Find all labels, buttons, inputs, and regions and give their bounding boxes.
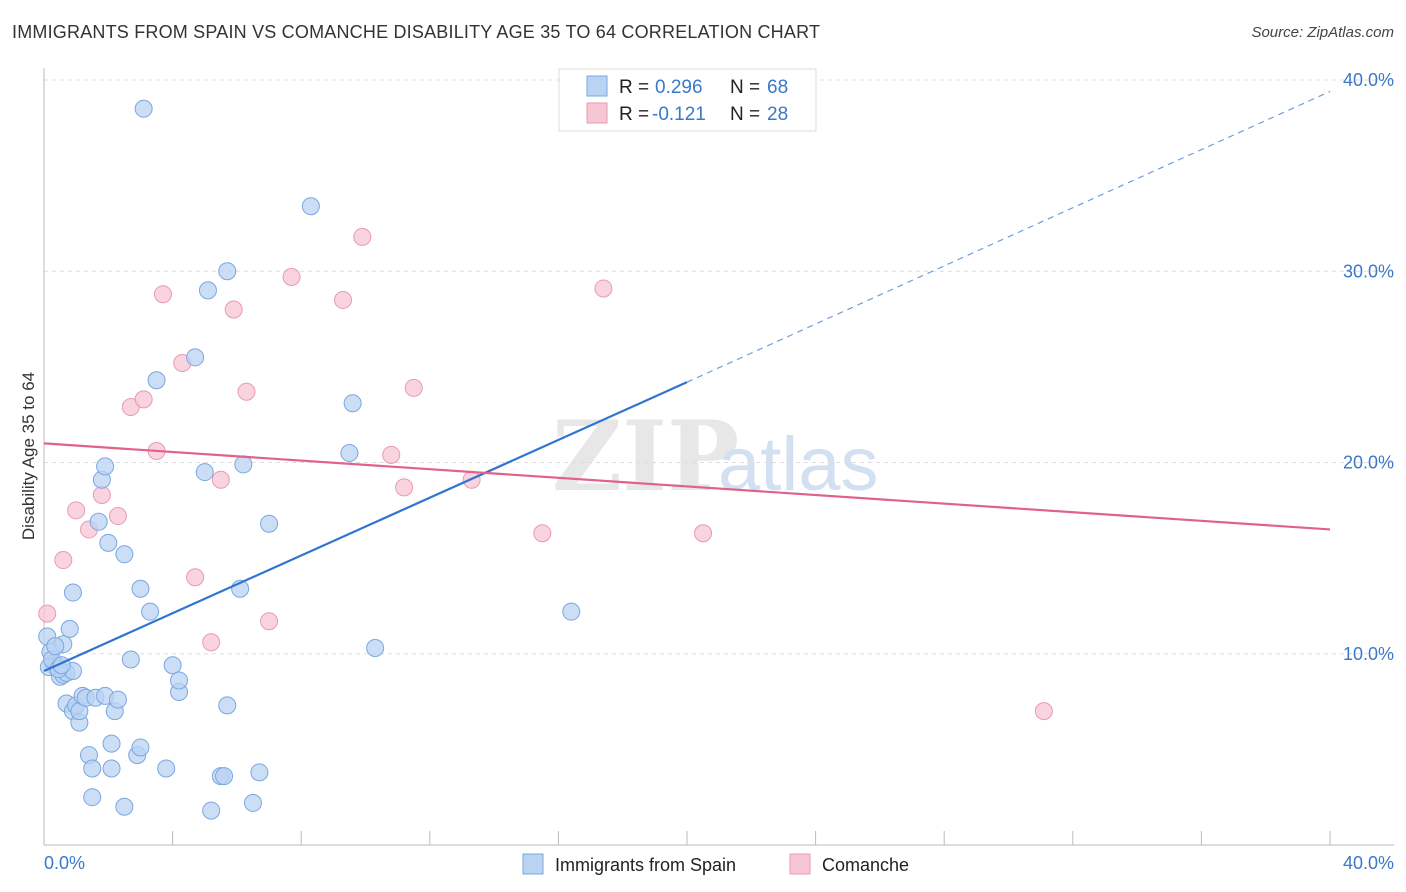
chart-title: IMMIGRANTS FROM SPAIN VS COMANCHE DISABI… xyxy=(12,22,821,42)
y-tick-label: 30.0% xyxy=(1343,261,1394,281)
legend-n-label-comanche: N = xyxy=(730,104,760,125)
spain-point xyxy=(340,443,359,462)
comanche-points xyxy=(38,227,1053,721)
spain-point xyxy=(202,801,221,820)
spain-points xyxy=(38,99,581,820)
spain-point xyxy=(102,734,121,753)
y-tick-labels: 10.0% 20.0% 30.0% 40.0% xyxy=(1343,70,1394,664)
comanche-point xyxy=(153,285,172,304)
comanche-point xyxy=(224,300,243,319)
comanche-point xyxy=(395,478,414,497)
watermark: ZIP atlas xyxy=(552,400,879,513)
spain-point xyxy=(96,457,115,476)
spain-point xyxy=(250,763,269,782)
spain-point xyxy=(99,533,118,552)
spain-point xyxy=(215,767,234,786)
comanche-point xyxy=(404,378,423,397)
spain-point xyxy=(260,514,279,533)
spain-point xyxy=(115,545,134,564)
legend-r-value-spain: 0.296 xyxy=(655,77,703,98)
legend-swatch-spain xyxy=(586,75,608,97)
comanche-point xyxy=(694,524,713,543)
spain-point xyxy=(141,602,160,621)
legend-r-label-comanche: R = xyxy=(619,104,649,125)
comanche-point xyxy=(186,568,205,587)
watermark-zip: ZIP xyxy=(552,400,739,513)
spain-point xyxy=(234,455,253,474)
y-tick-label: 20.0% xyxy=(1343,453,1394,473)
x-axis-ticks xyxy=(43,831,1331,845)
y-axis-label: Disability Age 35 to 64 xyxy=(19,372,38,540)
comanche-point xyxy=(260,612,279,631)
spain-point xyxy=(89,512,108,531)
spain-point xyxy=(343,394,362,413)
correlation-legend: R = 0.296 N = 68 R = -0.121 N = 28 xyxy=(558,68,817,132)
x-tick-label-min: 0.0% xyxy=(44,853,85,873)
spain-trend-line xyxy=(43,381,688,672)
spain-point xyxy=(243,793,262,812)
source-label: Source: ZipAtlas.com xyxy=(1251,24,1394,41)
comanche-point xyxy=(211,470,230,489)
comanche-point xyxy=(594,279,613,298)
bottom-legend-swatch-spain xyxy=(522,853,544,875)
trend-lines xyxy=(43,90,1331,672)
comanche-point xyxy=(333,290,352,309)
comanche-point xyxy=(67,501,86,520)
comanche-point xyxy=(533,524,552,543)
spain-point xyxy=(562,602,581,621)
comanche-point xyxy=(54,551,73,570)
bottom-legend-label-spain: Immigrants from Spain xyxy=(555,855,736,875)
x-tick-label-max: 40.0% xyxy=(1343,853,1394,873)
grid-lines xyxy=(44,79,1394,655)
spain-point xyxy=(63,583,82,602)
spain-point xyxy=(301,197,320,216)
spain-point xyxy=(366,639,385,658)
comanche-point xyxy=(202,633,221,652)
spain-point xyxy=(60,619,79,638)
spain-point xyxy=(83,788,102,807)
spain-point xyxy=(198,281,217,300)
comanche-point xyxy=(134,390,153,409)
comanche-point xyxy=(282,267,301,286)
comanche-point xyxy=(382,445,401,464)
spain-point xyxy=(131,579,150,598)
y-tick-label: 40.0% xyxy=(1343,70,1394,90)
series-legend: Immigrants from Spain Comanche xyxy=(522,853,909,875)
bottom-legend-label-comanche: Comanche xyxy=(822,855,909,875)
y-tick-label: 10.0% xyxy=(1343,644,1394,664)
spain-point xyxy=(108,690,127,709)
comanche-point xyxy=(92,486,111,505)
spain-point xyxy=(163,656,182,675)
spain-point xyxy=(195,463,214,482)
spain-trend-extension xyxy=(686,90,1331,383)
spain-point xyxy=(121,650,140,669)
spain-point xyxy=(157,759,176,778)
spain-point xyxy=(102,759,121,778)
comanche-trend-line xyxy=(43,442,1331,531)
bottom-legend-swatch-comanche xyxy=(789,853,811,875)
legend-n-label-spain: N = xyxy=(730,77,760,98)
legend-r-label-spain: R = xyxy=(619,77,649,98)
spain-point xyxy=(218,696,237,715)
legend-swatch-comanche xyxy=(586,102,608,124)
spain-point xyxy=(83,759,102,778)
spain-point xyxy=(186,348,205,367)
comanche-point xyxy=(353,227,372,246)
spain-point xyxy=(170,671,189,690)
spain-point xyxy=(134,99,153,118)
comanche-point xyxy=(38,604,57,623)
spain-point xyxy=(115,797,134,816)
legend-n-value-comanche: 28 xyxy=(767,104,788,125)
comanche-point xyxy=(108,507,127,526)
comanche-point xyxy=(237,382,256,401)
comanche-point xyxy=(1034,702,1053,721)
spain-point xyxy=(131,738,150,757)
legend-r-value-comanche: -0.121 xyxy=(652,104,706,125)
spain-point xyxy=(147,371,166,390)
spain-point xyxy=(46,637,65,656)
legend-n-value-spain: 68 xyxy=(767,77,788,98)
spain-point xyxy=(218,262,237,281)
